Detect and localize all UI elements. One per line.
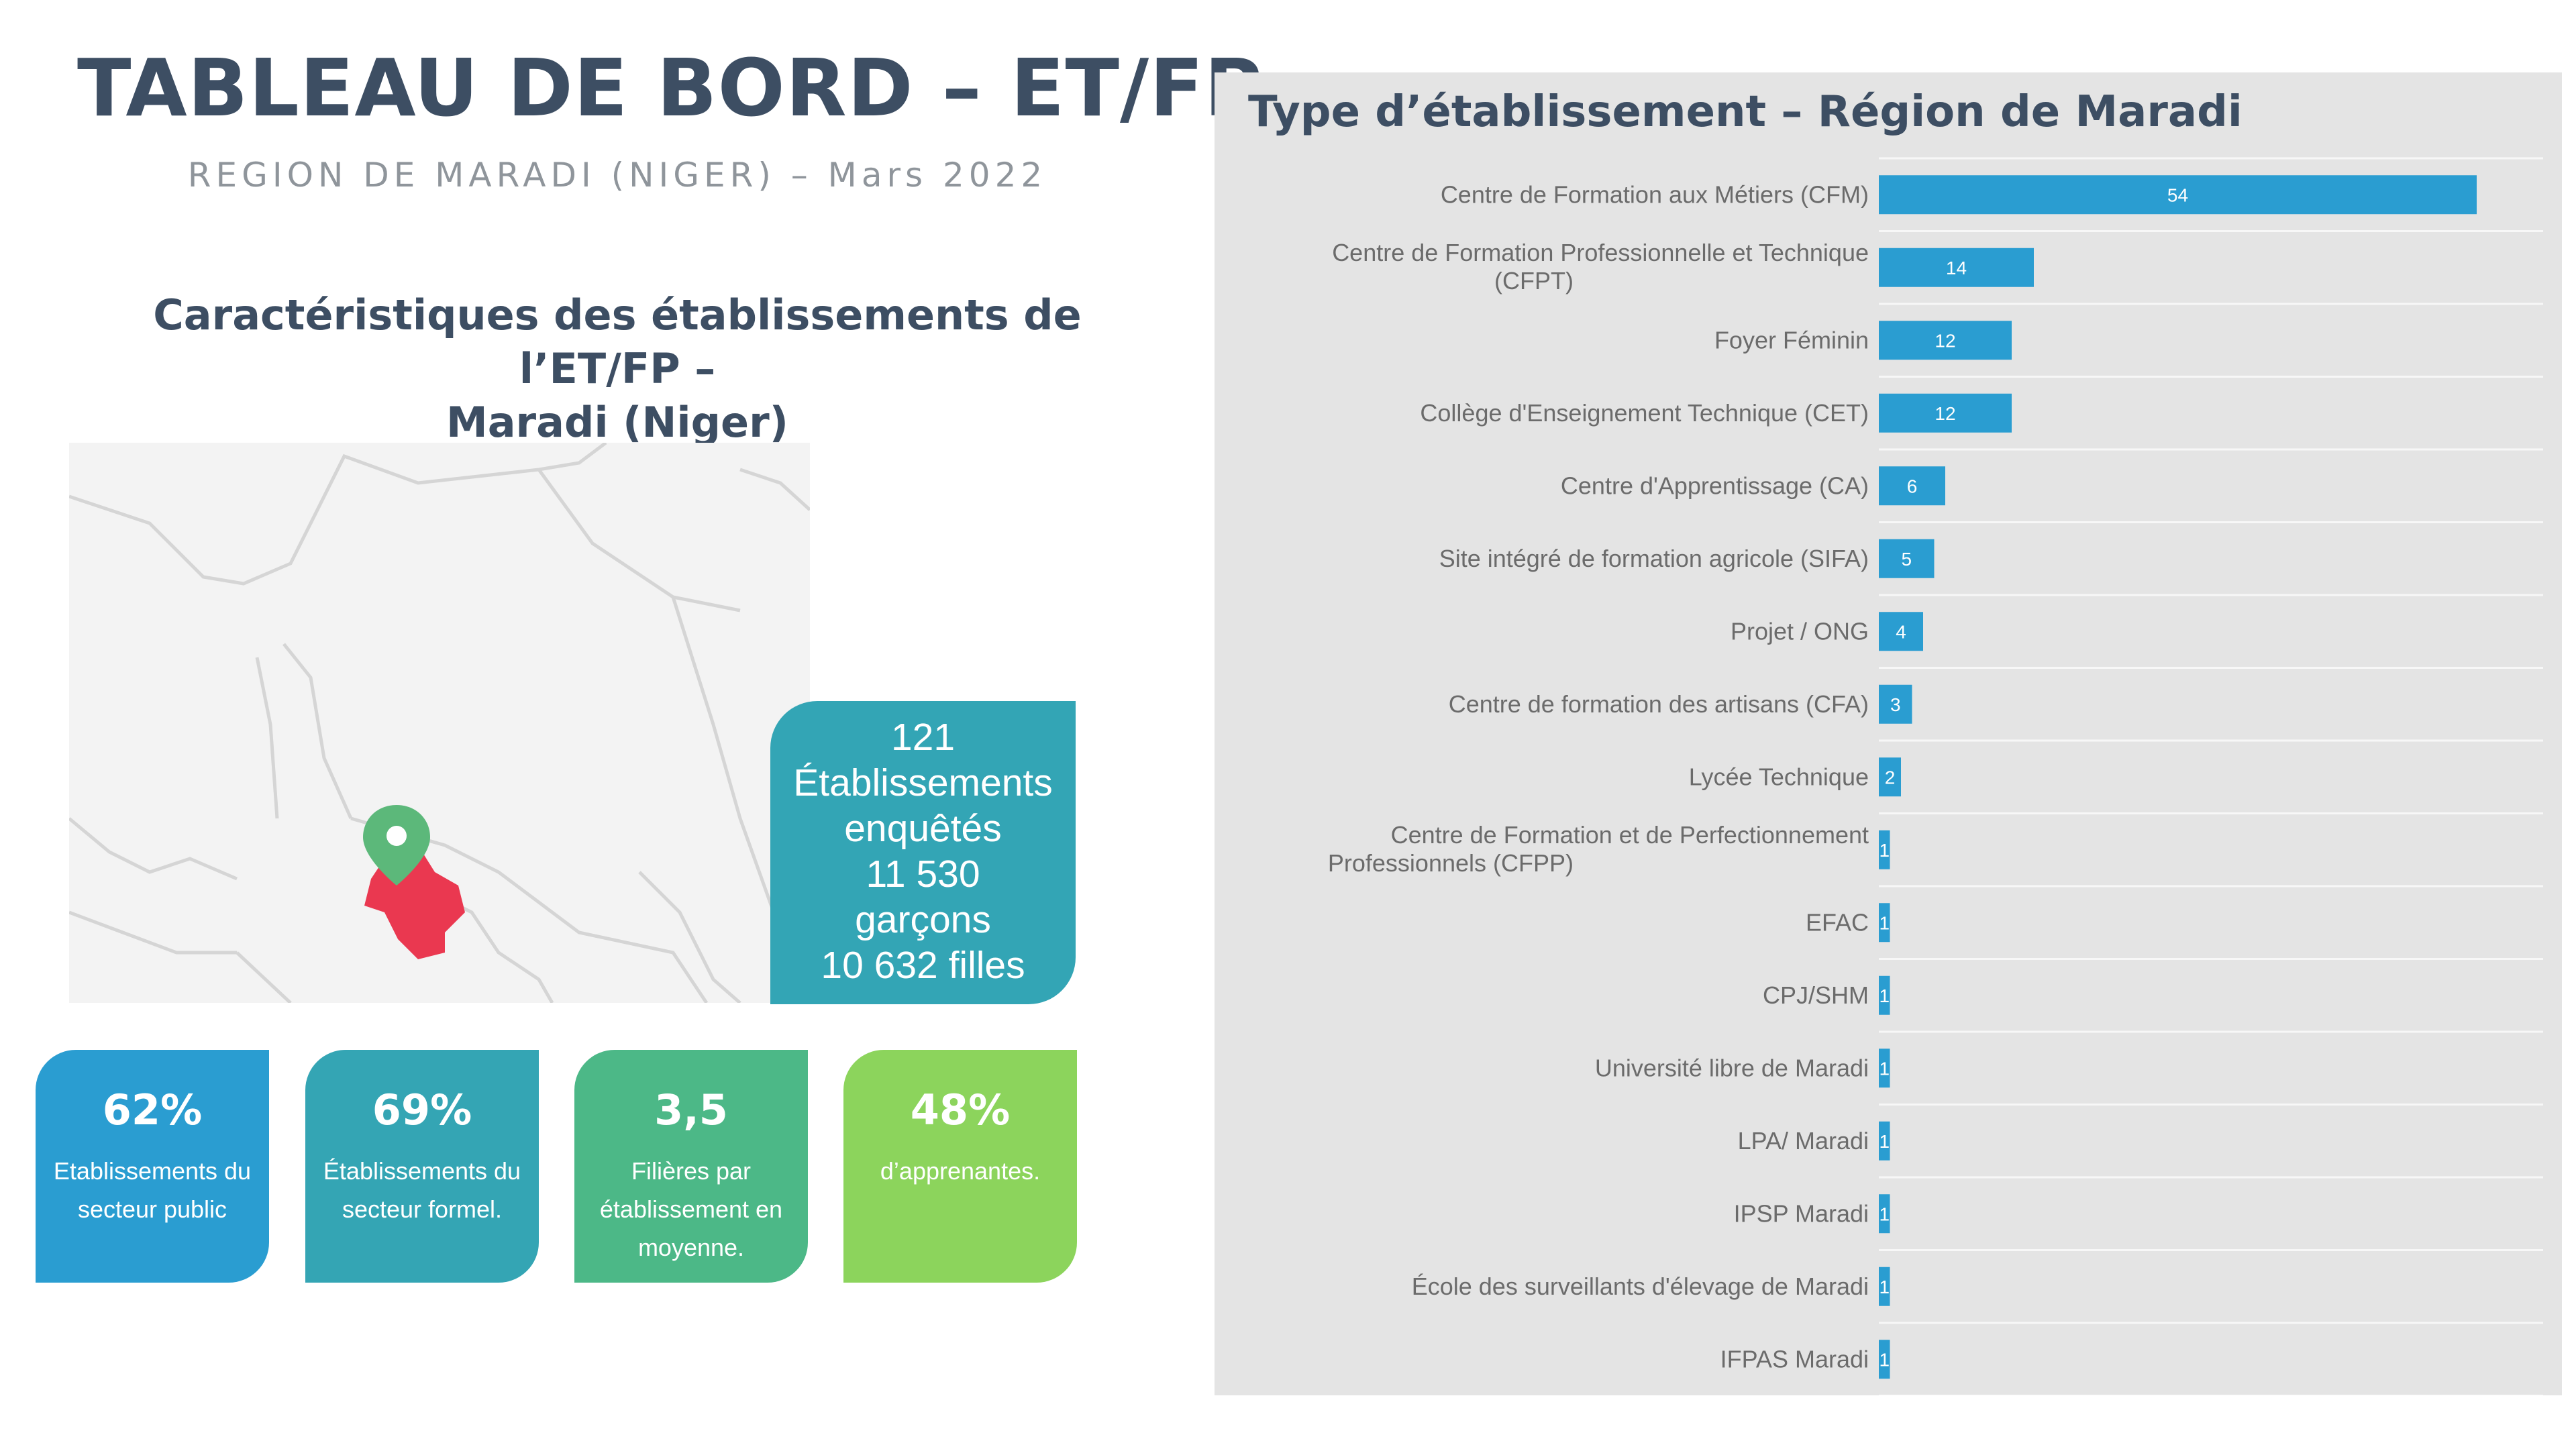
category-label: Lycée Technique: [1689, 763, 1869, 790]
category-label: EFAC: [1806, 908, 1869, 936]
establishments-label-2: enquêtés: [844, 807, 1002, 850]
boys-label: garçons: [855, 898, 991, 941]
niger-map: [69, 443, 810, 1003]
category-label: École des surveillants d'élevage de Mara…: [1412, 1273, 1869, 1300]
bar-value-label: 1: [1879, 1203, 1890, 1224]
bar: [1879, 1194, 1890, 1234]
bar-value-label: 12: [1935, 330, 1955, 351]
section-heading: Caractéristiques des établissements de l…: [67, 288, 1168, 449]
bar-value-label: 1: [1879, 1131, 1890, 1152]
bar-value-label: 4: [1896, 621, 1906, 642]
kpi-label: Établissements du secteur formel.: [323, 1157, 521, 1223]
bar: [1879, 1267, 1890, 1306]
kpi-card-public: 62% Etablissements du secteur public: [36, 1050, 269, 1283]
bar-value-label: 2: [1885, 767, 1896, 788]
category-label: Centre de Formation et de Perfectionneme…: [1328, 821, 1869, 877]
bar-value-label: 5: [1901, 549, 1912, 570]
kpi-value: 62%: [102, 1085, 203, 1134]
category-label: IFPAS Maradi: [1720, 1345, 1869, 1373]
category-label: Site intégré de formation agricole (SIFA…: [1439, 545, 1869, 572]
kpi-value: 69%: [372, 1085, 472, 1134]
category-label: Centre de Formation aux Métiers (CFM): [1441, 180, 1869, 208]
bar: [1879, 175, 2477, 215]
kpi-value: 48%: [910, 1085, 1011, 1134]
bar: [1879, 757, 1901, 797]
bar-value-label: 1: [1879, 1277, 1890, 1297]
kpi-label: Filières par établissement en moyenne.: [599, 1157, 783, 1261]
bar: [1879, 248, 2034, 287]
kpi-card-streams: 3,5 Filières par établissement en moyenn…: [574, 1050, 808, 1283]
establishments-count: 121: [890, 716, 956, 759]
bar-value-label: 1: [1879, 1058, 1890, 1079]
bar-value-label: 1: [1879, 912, 1890, 933]
chart-title: Type d’établissement – Région de Maradi: [1248, 87, 2243, 137]
section-heading-line-1: Caractéristiques des établissements de l…: [153, 290, 1082, 393]
bar: [1879, 1049, 1890, 1088]
bar: [1879, 830, 1890, 869]
establishments-label-1: Établissements: [793, 761, 1053, 804]
category-label: Université libre de Maradi: [1595, 1054, 1869, 1081]
category-label: CPJ/SHM: [1763, 981, 1869, 1009]
category-label: Centre d'Apprentissage (CA): [1561, 472, 1869, 499]
bar: [1879, 975, 1890, 1015]
bar-value-label: 1: [1879, 985, 1890, 1006]
bar-value-label: 54: [2167, 184, 2188, 205]
section-heading-line-2: Maradi (Niger): [446, 398, 788, 447]
bar: [1879, 539, 1935, 578]
kpi-value: 3,5: [654, 1085, 728, 1134]
kpi-card-formal: 69% Établissements du secteur formel.: [305, 1050, 539, 1283]
bar: [1879, 612, 1923, 651]
bar: [1879, 466, 1945, 506]
bar-value-label: 6: [1907, 476, 1918, 496]
kpi-label: d’apprenantes.: [880, 1157, 1041, 1185]
bar: [1879, 684, 1912, 724]
bar: [1879, 903, 1890, 943]
bar: [1879, 321, 2012, 360]
category-label: Projet / ONG: [1731, 617, 1869, 645]
bar: [1879, 393, 2012, 433]
chart-panel: Type d’établissement – Région de Maradi 5…: [1215, 72, 2562, 1395]
category-label: Centre de Formation Professionnelle et T…: [1332, 239, 1869, 294]
category-label: IPSP Maradi: [1734, 1199, 1869, 1227]
page-title: TABLEAU DE BORD – ET/FP: [77, 42, 1264, 134]
stats-card: 121 Établissements enquêtés 11 530 garço…: [770, 701, 1076, 1004]
map-pin-icon: [363, 805, 430, 885]
category-label: LPA/ Maradi: [1738, 1127, 1869, 1155]
kpi-card-female-learners: 48% d’apprenantes.: [843, 1050, 1077, 1283]
bar-value-label: 1: [1879, 840, 1890, 861]
bar-value-label: 12: [1935, 403, 1955, 424]
category-label: Foyer Féminin: [1714, 326, 1869, 354]
girls-count: 10 632 filles: [821, 944, 1025, 987]
boys-count: 11 530: [866, 853, 980, 896]
bar-value-label: 14: [1946, 258, 1967, 278]
bar-value-label: 3: [1890, 694, 1901, 715]
bar: [1879, 1121, 1890, 1161]
category-label: Collège d'Enseignement Technique (CET): [1420, 399, 1869, 427]
bar-value-label: 1: [1879, 1349, 1890, 1370]
page-subtitle: REGION DE MARADI (NIGER) – Mars 2022: [187, 156, 1047, 195]
bar: [1879, 1340, 1890, 1379]
bar-chart: Type d’établissement – Région de Maradi 5…: [1248, 87, 2543, 1395]
category-label: Centre de formation des artisans (CFA): [1449, 690, 1869, 718]
kpi-label: Etablissements du secteur public: [53, 1157, 252, 1223]
map-graphic: [69, 443, 810, 1003]
